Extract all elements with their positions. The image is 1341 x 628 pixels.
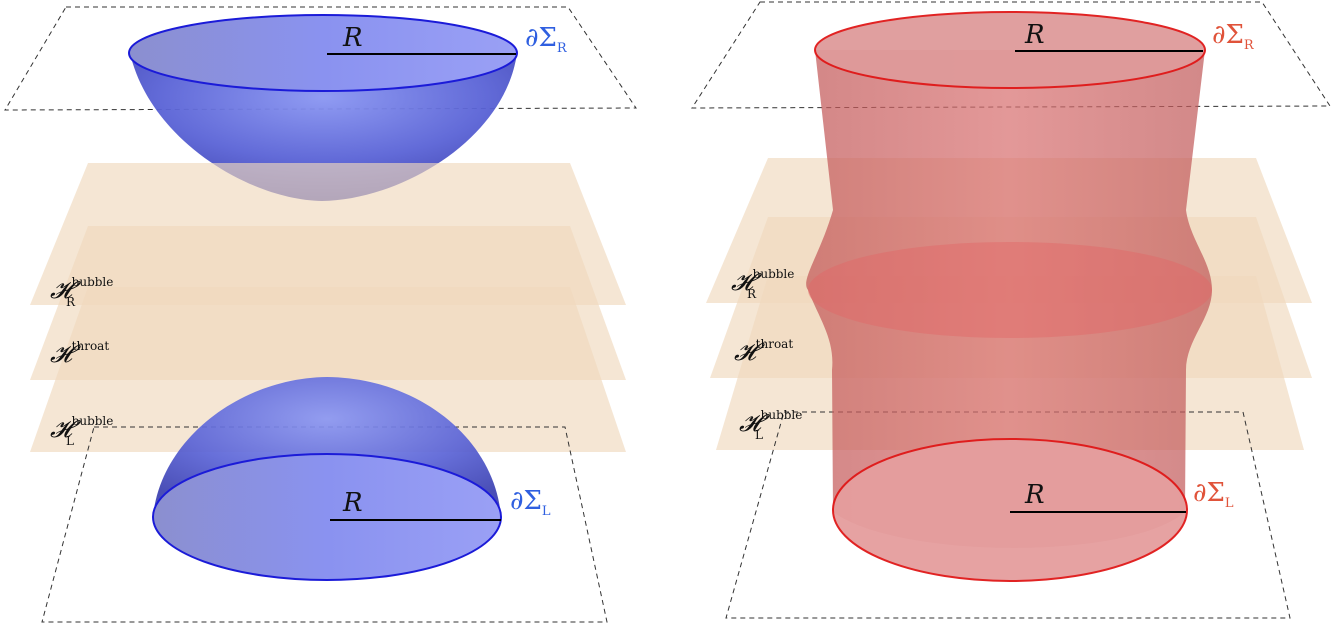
right-top-disk bbox=[814, 11, 1206, 89]
right-bottom-boundary-label: ∂ΣL bbox=[1193, 478, 1234, 511]
left-top-radius-label: R bbox=[342, 23, 363, 53]
right-bottom-radius-label: R bbox=[1024, 480, 1045, 510]
right-throat-ring bbox=[808, 242, 1212, 338]
left-top-boundary-label: ∂ΣR bbox=[525, 23, 568, 56]
right-top-dashed-plane bbox=[691, 1, 1331, 109]
left-panel: R ∂ΣR R ∂ΣL 𝓗bubble R 𝓗throat 𝓗bubble L bbox=[4, 6, 637, 623]
right-panel: R ∂ΣR R ∂ΣL 𝓗bubble R 𝓗throat 𝓗bubble L bbox=[691, 1, 1331, 619]
right-top-boundary-label: ∂ΣR bbox=[1212, 20, 1255, 53]
right-top-radius-label: R bbox=[1024, 20, 1045, 50]
left-top-disk bbox=[128, 14, 518, 92]
left-bottom-dashed-plane bbox=[41, 426, 608, 623]
right-label-throat: 𝓗throat bbox=[734, 337, 793, 366]
left-bottom-boundary-label: ∂ΣL bbox=[510, 486, 551, 519]
left-top-dashed-plane bbox=[4, 6, 637, 111]
left-plane-bubble-l bbox=[30, 287, 626, 452]
left-bottom-radius-label: R bbox=[342, 488, 363, 518]
right-wormhole-tube bbox=[806, 50, 1212, 548]
left-bottom-disk bbox=[152, 453, 502, 581]
right-bottom-disk bbox=[832, 438, 1188, 582]
